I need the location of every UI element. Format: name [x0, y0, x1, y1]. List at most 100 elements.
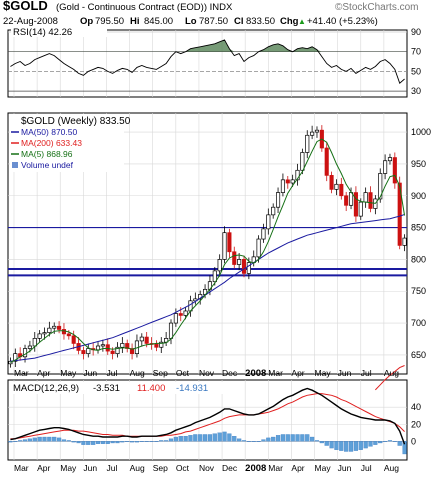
candle-body	[344, 195, 349, 206]
x-tick-label-lower: Aug	[384, 463, 399, 473]
candle-body	[256, 238, 261, 258]
legend-bg	[10, 114, 124, 172]
macd-label-macd: -3.531	[93, 383, 120, 394]
macd-histogram-bar	[42, 436, 47, 442]
candle-body	[42, 332, 47, 335]
macd-tick-label: 0	[411, 436, 416, 446]
symbol-name: (Gold - Continuous Contract (EOD)) INDX	[56, 2, 233, 13]
candle-body	[66, 333, 71, 337]
candle-body	[110, 350, 115, 354]
low-label: Lo	[185, 16, 197, 27]
x-tick-label-upper: Dec	[222, 368, 238, 378]
candle-body	[329, 175, 334, 190]
rsi-panel-frame	[7, 29, 408, 98]
macd-histogram-bar	[95, 441, 101, 444]
x-tick-label-lower: Sep	[153, 463, 168, 473]
macd-label-signal: 11.400	[137, 383, 165, 394]
x-tick-label-upper: Aug	[130, 368, 145, 378]
macd-histogram-bar	[139, 441, 144, 442]
macd-line	[10, 387, 406, 445]
macd-histogram-bar	[237, 438, 242, 442]
x-tick-label-lower: Nov	[199, 463, 215, 473]
macd-histogram-bar	[392, 441, 397, 442]
macd-histogram-bar	[207, 434, 213, 442]
candle-body	[358, 201, 363, 217]
x-tick-label-upper: 2008	[245, 368, 266, 379]
macd-histogram-bar	[368, 441, 373, 447]
low-value: 787.50	[199, 16, 228, 27]
x-tick-label-upper: May	[315, 368, 332, 378]
x-tick-label-upper: Jul	[106, 368, 117, 378]
candle-body	[154, 343, 159, 348]
macd-label-bg	[10, 382, 242, 394]
candle-body	[237, 259, 242, 265]
candle-body	[276, 192, 281, 208]
macd-histogram-bar	[149, 441, 154, 442]
macd-histogram-bar	[110, 441, 115, 444]
watermark: ©StockCharts.com	[335, 2, 419, 13]
macd-histogram-bar	[188, 435, 193, 442]
macd-label-hist: -14.931	[176, 383, 208, 394]
macd-histogram-bar	[47, 436, 52, 442]
close-value: 833.50	[246, 16, 275, 27]
macd-histogram-bar	[285, 434, 290, 442]
macd-histogram-bar	[295, 434, 300, 442]
chg-arrow: ▲	[298, 17, 306, 26]
candle-body	[144, 336, 149, 344]
candle-body	[392, 157, 397, 184]
x-tick-label-upper: May	[60, 368, 77, 378]
chg-value: +41.40 (+5.23%)	[307, 16, 378, 27]
macd-histogram-bar	[339, 441, 344, 451]
x-tick-label-lower: Oct	[176, 463, 190, 473]
price-tick-label: 650	[411, 350, 426, 360]
candle-body	[402, 237, 407, 246]
candle-body	[173, 313, 178, 324]
macd-histogram-bar	[344, 441, 349, 452]
macd-histogram-bar	[71, 441, 76, 443]
candle-body	[32, 338, 37, 347]
legend-ma5-text: MA(5) 868.96	[21, 149, 73, 159]
macd-histogram-bar	[348, 441, 354, 452]
x-tick-label-lower: Jun	[83, 463, 97, 473]
macd-histogram-bar	[329, 441, 334, 449]
macd-histogram-bar	[81, 441, 86, 445]
macd-tick-label: 20	[411, 419, 421, 429]
x-tick-label-lower: Jul	[106, 463, 117, 473]
rsi-line	[10, 39, 405, 84]
macd-histogram-bar	[266, 437, 271, 442]
x-tick-label-upper: Apr	[37, 368, 50, 378]
macd-histogram-bar	[378, 441, 383, 444]
price-tick-label: 700	[411, 318, 426, 328]
macd-histogram-bar	[290, 434, 295, 442]
open-label: Op	[80, 16, 93, 27]
candle-body	[232, 251, 237, 265]
macd-histogram-bar	[241, 440, 247, 442]
x-tick-label-upper: Aug	[384, 368, 399, 378]
macd-histogram-bar	[305, 434, 310, 442]
candle-body	[387, 157, 393, 162]
x-tick-label-lower: 2008	[245, 463, 266, 474]
legend-ma50-text: MA(50) 870.50	[21, 127, 77, 137]
chg-label: Chg	[280, 16, 299, 27]
candle-body	[271, 206, 276, 216]
x-tick-label-lower: Mar	[14, 463, 29, 473]
x-tick-label-upper: Nov	[199, 368, 215, 378]
candle-body	[334, 183, 339, 190]
ma50-line	[10, 214, 405, 362]
rsi-tick-label: 90	[411, 27, 421, 37]
macd-histogram-bar	[280, 434, 286, 442]
macd-histogram-bar	[246, 441, 251, 442]
candle-body	[280, 179, 285, 193]
macd-histogram-bar	[222, 431, 227, 442]
legend-ma50: MA(50) 870.50	[11, 127, 77, 137]
macd-histogram-bar	[310, 436, 315, 442]
macd-histogram-bar	[334, 441, 339, 450]
macd-histogram-bar	[212, 433, 217, 442]
ma5-line	[10, 138, 406, 363]
high-label: Hi	[130, 16, 140, 27]
x-tick-label-upper: Mar	[268, 368, 283, 378]
candle-body	[22, 348, 28, 358]
macd-histogram-bar	[129, 441, 135, 443]
macd-histogram-bar	[300, 434, 305, 442]
